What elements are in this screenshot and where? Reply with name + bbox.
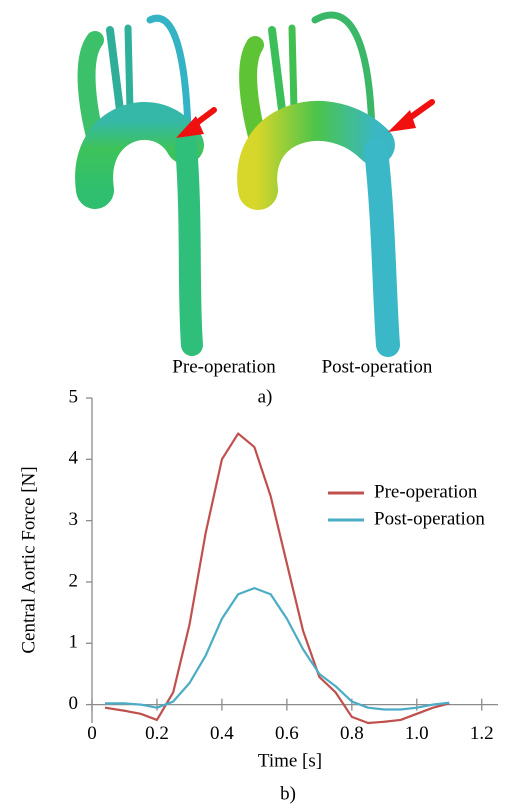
panel-label: Pre-operation [172,356,276,377]
y-tick-label: 5 [69,386,79,407]
y-tick-label: 2 [69,570,79,591]
y-tick-label: 4 [69,448,79,469]
series-line [105,434,449,723]
panel-label: Post-operation [322,356,433,377]
x-tick-label: 0.8 [340,723,364,744]
x-tick-label: 0 [87,723,97,744]
legend-label: Post-operation [374,508,485,529]
figure: Pre-operation Post-operation a) Central … [0,0,517,809]
caption: b) [280,783,296,804]
x-tick-label: 1.2 [470,723,494,744]
legend-label: Pre-operation [374,481,478,502]
y-tick-label: 1 [69,632,79,653]
caption: a) [258,386,273,407]
y-axis-title: Central Aortic Force [N] [18,466,39,653]
x-tick-label: 0.2 [145,723,169,744]
x-tick-label: 0.6 [275,723,299,744]
y-tick-label: 0 [69,693,79,714]
x-tick-label: 0.4 [210,723,234,744]
series-line [105,588,449,709]
aorta-pre [87,18,214,345]
y-tick-label: 3 [69,509,79,530]
x-tick-label: 1.0 [405,723,429,744]
x-axis-title: Time [s] [258,750,322,771]
aorta-post [248,15,432,345]
